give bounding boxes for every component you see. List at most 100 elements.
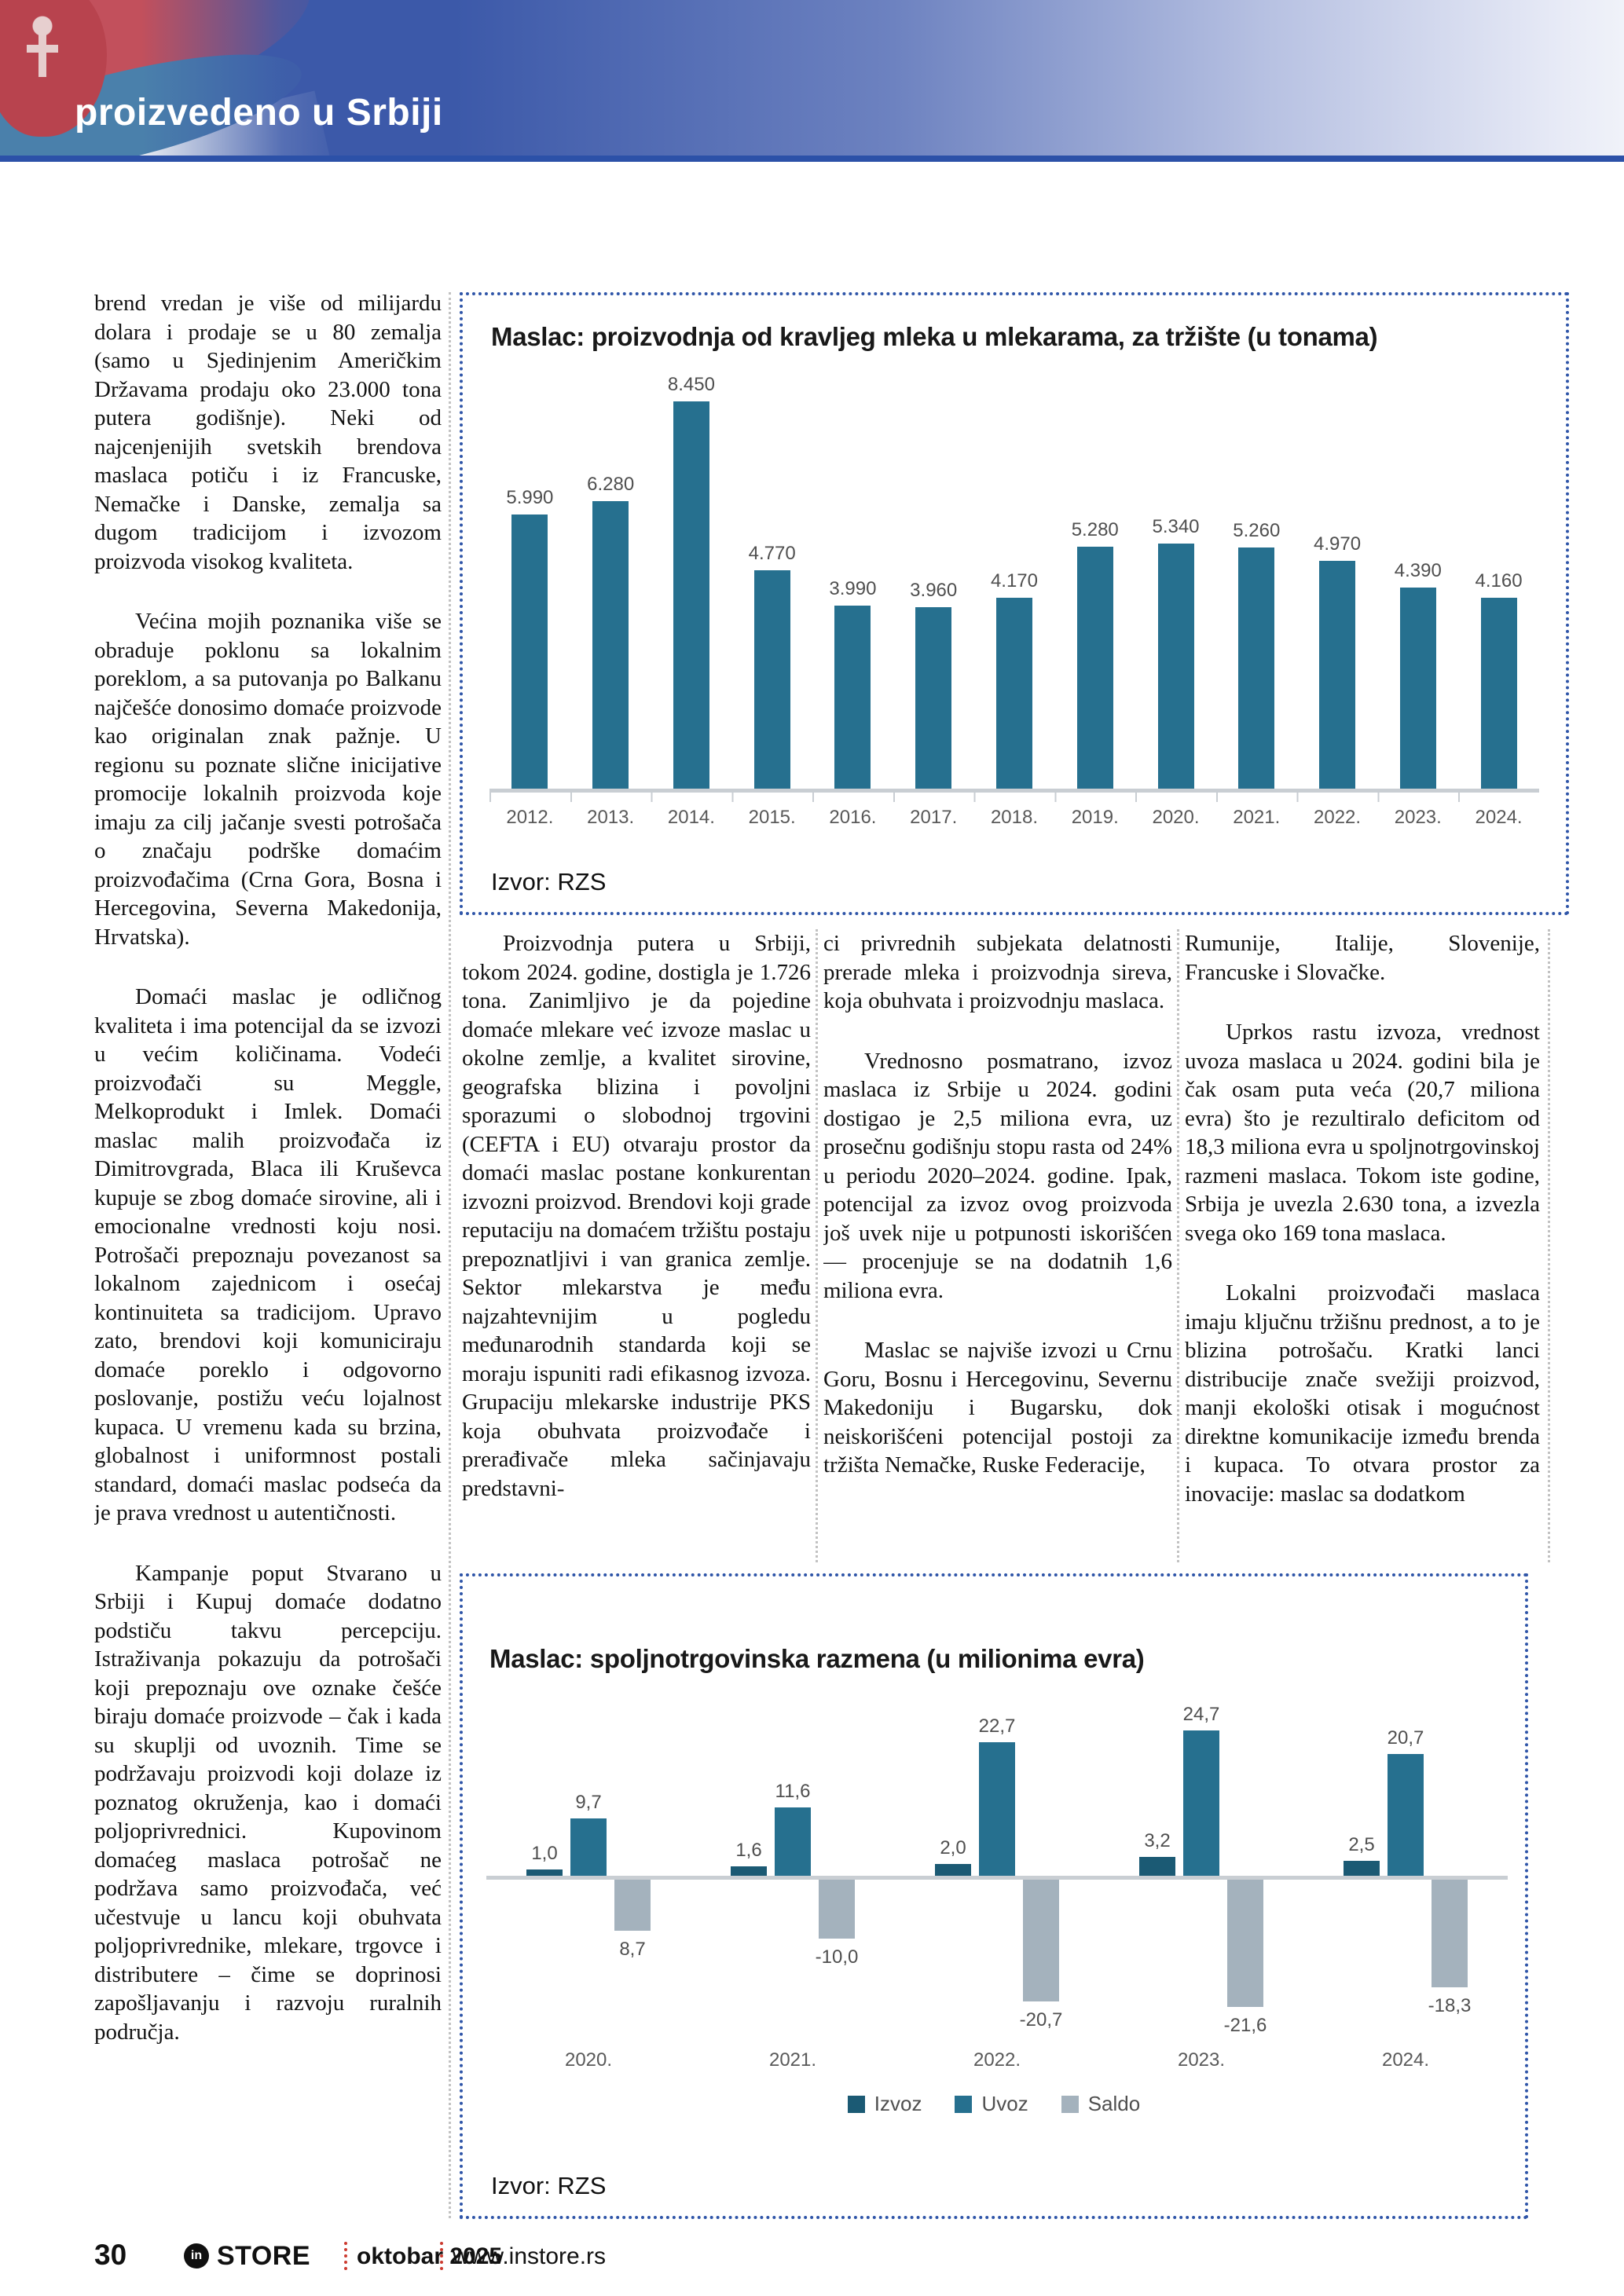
bar-cell: 4.170 — [974, 570, 1055, 789]
legend-item: Saldo — [1061, 2092, 1140, 2116]
paragraph: brend vredan je više od milijardu dolara… — [94, 291, 442, 574]
value-label: 8,7 — [619, 1939, 646, 1960]
footer-divider — [440, 2242, 443, 2270]
value-label: 4.770 — [748, 543, 796, 564]
bar — [1432, 1880, 1468, 1987]
bar — [1238, 547, 1275, 789]
legend-swatch — [1061, 2095, 1079, 2113]
footer: 30 in STORE oktobar 2025 www.instore.rs — [94, 2237, 1532, 2276]
bar — [935, 1864, 971, 1876]
bar — [592, 501, 629, 789]
legend-item: Izvoz — [847, 2092, 922, 2116]
bar-cell: 5.990 — [489, 487, 570, 789]
chart2-plot: 1,0 9,7 8,7 1,6 11,6 -10,0 2,0 22,7 -20,7 3,2 24,7… — [486, 1699, 1508, 2045]
chart-source: Izvor: RZS — [491, 868, 607, 895]
value-label: 5.340 — [1152, 516, 1200, 537]
bar-group: 1,6 11,6 -10,0 — [691, 1699, 895, 2045]
legend-item: Uvoz — [955, 2092, 1028, 2116]
axis-tick-label: 2014. — [667, 807, 715, 828]
value-label: 5.990 — [506, 487, 554, 508]
article-column-1: brend vredan je više od milijardu dolara… — [94, 289, 442, 2217]
legend-label: Uvoz — [981, 2092, 1028, 2115]
chart2-legend: Izvoz Uvoz Saldo — [486, 2092, 1501, 2116]
value-label: 4.970 — [1314, 533, 1362, 555]
bar — [1319, 561, 1356, 789]
bar — [673, 401, 709, 789]
value-label: 5.280 — [1071, 519, 1119, 540]
bar-cell: 3.990 — [812, 578, 893, 789]
axis-tick-label: 2024. — [1475, 807, 1523, 828]
bar — [753, 570, 790, 789]
bar — [834, 606, 871, 789]
paragraph: Proizvodnja putera u Srbiji, tokom 2024.… — [462, 931, 811, 1501]
value-label: -18,3 — [1428, 1995, 1472, 2016]
bar-cell: 4.970 — [1297, 533, 1378, 789]
paragraph: Vrednosno posmatrano, izvoz maslaca iz S… — [823, 1048, 1172, 1303]
bar-cell: 5.340 — [1135, 516, 1216, 789]
page-title: proizvedeno u Srbiji — [75, 92, 443, 134]
bar — [614, 1880, 651, 1931]
value-label: 3.960 — [910, 580, 958, 601]
value-label: 4.160 — [1475, 570, 1523, 591]
bar — [775, 1807, 811, 1876]
chart-title: Maslac: spoljnotrgovinska razmena (u mil… — [489, 1644, 1145, 1673]
legend-swatch — [955, 2095, 973, 2113]
bar — [915, 607, 952, 789]
bar-cell: 3.960 — [893, 580, 974, 789]
bar — [1183, 1730, 1219, 1876]
value-label: 11,6 — [775, 1781, 811, 1802]
bar-cell: 5.280 — [1054, 519, 1135, 789]
axis-tick-label: 2023. — [1394, 807, 1442, 828]
bar — [731, 1866, 767, 1876]
value-label: 3.990 — [829, 578, 877, 599]
paragraph: ci privrednih subjekata delatnosti prera… — [823, 931, 1172, 1013]
bar — [570, 1818, 607, 1876]
footer-divider — [344, 2242, 347, 2270]
chart1-years: 2012. 2013. 2014. 2015. 2016. 2017. 2018. 2019.… — [489, 807, 1539, 829]
axis-tick-label: 2023. — [1177, 2049, 1226, 2071]
bar — [1023, 1880, 1059, 2001]
bar-cell: 4.160 — [1458, 570, 1539, 789]
bar — [511, 514, 548, 789]
paragraph: Lokalni proizvođači maslaca imaju ključn… — [1185, 1280, 1540, 1507]
axis-tick-label: 2021. — [1233, 807, 1281, 828]
bar-group: 3,2 24,7 -21,6 — [1099, 1699, 1303, 2045]
chart2-years: 2020. 2021. 2022. 2023. 2024. — [486, 2049, 1508, 2071]
bar-group: 1,0 9,7 8,7 — [486, 1699, 691, 2045]
bar — [526, 1869, 563, 1876]
column-divider — [1548, 929, 1550, 1562]
value-label: 1,6 — [735, 1840, 762, 1861]
legend-swatch — [847, 2095, 865, 2113]
article-column-4: Rumunije, Italije, Slovenije, Francuske … — [1185, 929, 1540, 1564]
value-label: 2,0 — [940, 1837, 966, 1858]
bar — [1157, 544, 1194, 789]
axis-tick-label: 2022. — [973, 2049, 1021, 2071]
value-label: -21,6 — [1223, 2015, 1267, 2036]
chart-butter-production: Maslac: proizvodnja od kravljeg mleka u … — [460, 292, 1569, 915]
value-label: -10,0 — [815, 1946, 859, 1968]
bar — [1344, 1861, 1380, 1876]
value-label: 24,7 — [1182, 1704, 1220, 1725]
axis-tick-label: 2018. — [990, 807, 1038, 828]
column-divider — [449, 292, 451, 2218]
value-label: 6.280 — [587, 474, 635, 495]
zero-axis-line — [486, 1876, 1508, 1880]
bar-cell: 6.280 — [570, 474, 651, 789]
value-label: 3,2 — [1144, 1830, 1171, 1851]
site-url: www.instore.rs — [453, 2243, 607, 2269]
issue-date: oktobar 2025 — [357, 2243, 503, 2269]
bar — [1480, 598, 1517, 789]
value-label: 5.260 — [1233, 520, 1281, 541]
bar-cell: 5.260 — [1216, 520, 1297, 789]
chart-title: Maslac: proizvodnja od kravljeg mleka u … — [491, 322, 1378, 351]
value-label: 4.390 — [1394, 560, 1442, 581]
value-label: 2,5 — [1348, 1834, 1375, 1855]
bar-group: 2,5 20,7 -18,3 — [1303, 1699, 1508, 2045]
axis-tick-label: 2019. — [1071, 807, 1119, 828]
value-label: 9,7 — [575, 1792, 602, 1813]
chart-source: Izvor: RZS — [491, 2172, 607, 2199]
bar-cell: 8.450 — [651, 374, 732, 789]
axis-tick-label: 2013. — [587, 807, 635, 828]
value-label: 20,7 — [1387, 1727, 1424, 1749]
